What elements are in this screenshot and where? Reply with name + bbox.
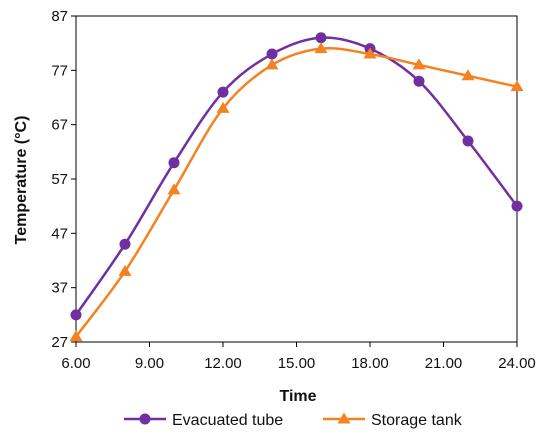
y-axis-title: Temperature (°C) xyxy=(13,116,30,245)
data-point-evacuated-tube xyxy=(217,86,229,98)
y-tick-label: 37 xyxy=(51,280,68,297)
data-point-evacuated-tube xyxy=(462,135,474,147)
data-point-storage-tank xyxy=(118,264,132,276)
x-tick-label: 24.00 xyxy=(498,355,536,372)
data-point-evacuated-tube xyxy=(315,32,327,44)
data-point-storage-tank xyxy=(216,101,230,113)
y-tick-label: 27 xyxy=(51,334,68,351)
x-tick-label: 9.00 xyxy=(135,355,164,372)
legend-label-storage-tank: Storage tank xyxy=(371,412,463,429)
y-tick-label: 77 xyxy=(51,62,68,79)
legend-label-evacuated-tube: Evacuated tube xyxy=(172,412,283,429)
series-line-evacuated-tube xyxy=(74,36,518,316)
x-tick-label: 21.00 xyxy=(425,355,463,372)
data-point-storage-tank xyxy=(363,47,377,59)
data-point-storage-tank xyxy=(314,42,328,54)
data-point-evacuated-tube xyxy=(511,200,523,212)
data-point-evacuated-tube xyxy=(413,75,425,87)
x-tick-label: 15.00 xyxy=(278,355,316,372)
y-tick-label: 67 xyxy=(51,117,68,134)
data-point-evacuated-tube xyxy=(168,157,180,169)
data-point-evacuated-tube xyxy=(70,309,82,321)
y-tick-label: 47 xyxy=(51,225,68,242)
series-evacuated-tube xyxy=(70,32,523,321)
series-layer xyxy=(69,32,524,342)
legend-item-evacuated-tube: Evacuated tube xyxy=(124,412,283,429)
data-point-storage-tank xyxy=(461,69,475,81)
legend-marker-storage-tank xyxy=(337,412,351,424)
legend-marker-evacuated-tube xyxy=(139,413,151,425)
data-point-storage-tank xyxy=(69,330,83,342)
axes xyxy=(71,15,518,347)
legend: Evacuated tube Storage tank xyxy=(124,412,463,429)
data-point-evacuated-tube xyxy=(119,238,131,250)
legend-item-storage-tank: Storage tank xyxy=(323,412,463,429)
x-tick-label: 6.00 xyxy=(61,355,90,372)
x-tick-label: 12.00 xyxy=(204,355,242,372)
x-axis-title: Time xyxy=(279,388,316,405)
data-point-evacuated-tube xyxy=(266,48,278,60)
data-point-storage-tank xyxy=(265,58,279,70)
y-tick-label: 87 xyxy=(51,8,68,25)
data-point-storage-tank xyxy=(167,183,181,195)
x-tick-label: 18.00 xyxy=(351,355,389,372)
plot-frame xyxy=(75,15,518,343)
tick-labels: 27 37 47 57 67 77 87 6.00 9.00 12.00 15.00 18.00 21.… xyxy=(51,8,535,372)
y-tick-label: 57 xyxy=(51,171,68,188)
series-storage-tank xyxy=(69,42,524,342)
data-point-storage-tank xyxy=(412,58,426,70)
data-point-storage-tank xyxy=(510,80,524,92)
series-line-storage-tank xyxy=(75,46,518,338)
